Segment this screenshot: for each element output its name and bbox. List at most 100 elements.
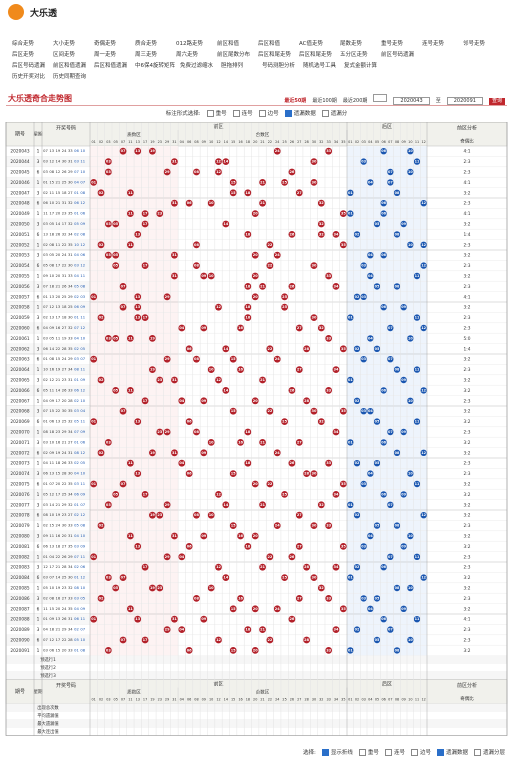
nav-link[interactable]: 后区号码遗漏 bbox=[12, 63, 46, 69]
back-ball-number: 07 bbox=[388, 430, 393, 434]
nav-link[interactable]: 后区走势 bbox=[12, 52, 35, 58]
to-input[interactable]: 2020091 bbox=[446, 97, 483, 105]
back-ball-number: 07 bbox=[388, 170, 393, 174]
nav-link[interactable]: 奇偶走势 bbox=[94, 41, 117, 47]
checkbox-label[interactable]: 重号 bbox=[367, 750, 379, 756]
column-label: 01 bbox=[92, 698, 96, 702]
nav-link[interactable]: 周三走势 bbox=[135, 52, 158, 58]
week: 1 bbox=[37, 430, 40, 436]
draw-number: 34 bbox=[68, 628, 73, 632]
recent-link[interactable]: 最近50期 bbox=[284, 98, 307, 104]
front-ball-number: 21 bbox=[260, 503, 265, 507]
select-box[interactable] bbox=[373, 94, 388, 102]
checkbox-label[interactable]: 显示折线 bbox=[330, 750, 353, 756]
nav-link[interactable]: 前区和值遗漏 bbox=[53, 63, 87, 69]
nav-link[interactable]: 质合走势 bbox=[135, 41, 158, 47]
draw-number-back: 05 bbox=[80, 347, 85, 351]
front-ball-number: 18 bbox=[245, 232, 250, 236]
nav-link[interactable]: 尾数走势 bbox=[340, 41, 363, 47]
checkbox[interactable] bbox=[473, 749, 481, 756]
checkbox-label[interactable]: 连号 bbox=[241, 111, 253, 117]
front-ball bbox=[237, 324, 244, 332]
nav-link[interactable]: 后区和值 bbox=[258, 41, 281, 47]
issue: 2020085 bbox=[10, 586, 29, 592]
week: 1 bbox=[37, 367, 40, 373]
back-ball bbox=[387, 168, 394, 176]
nav-link[interactable]: 前区号码遗漏 bbox=[381, 52, 415, 58]
nav-link[interactable]: 历史同期查询 bbox=[53, 74, 87, 80]
front-ball-number: 31 bbox=[172, 274, 177, 278]
front-ball-number: 12 bbox=[216, 565, 221, 569]
recent-link[interactable]: 最近200期 bbox=[342, 98, 368, 104]
checkbox-label[interactable]: 重号 bbox=[215, 111, 227, 117]
back-ball bbox=[393, 366, 401, 373]
front-ball bbox=[295, 366, 303, 373]
nav-link[interactable]: 复式金额计算 bbox=[344, 63, 378, 69]
odd-even: 2:3 bbox=[464, 170, 471, 176]
nav: 综合走势 大小走势 奇偶走势 质合走势 012路走势 前区和值 后区和值 AC值走势 尾数走势 重… bbox=[12, 30, 507, 80]
nav-link[interactable]: 重号走势 bbox=[381, 41, 404, 47]
nav-link[interactable]: 前区尾数分布 bbox=[217, 52, 251, 58]
front-ball-number: 04 bbox=[179, 628, 184, 632]
nav-link[interactable]: 号码测胆分析 bbox=[262, 63, 296, 69]
week: 6 bbox=[37, 419, 40, 425]
checkbox[interactable] bbox=[436, 749, 444, 756]
nav-link[interactable]: 综合走势 bbox=[12, 41, 35, 47]
checkbox[interactable] bbox=[206, 110, 214, 117]
front-ball-number: 27 bbox=[297, 326, 302, 330]
checkbox-label[interactable]: 遗漏数据 bbox=[445, 750, 468, 756]
checkbox[interactable] bbox=[258, 110, 266, 117]
front-ball-number: 29 bbox=[165, 295, 170, 299]
back-ball-number: 04 bbox=[368, 336, 373, 340]
front-ball-number: 24 bbox=[275, 451, 280, 455]
nav-link[interactable]: 周六走势 bbox=[176, 52, 199, 58]
query-button[interactable]: 查询 bbox=[488, 98, 505, 105]
draw-number: 16 bbox=[56, 440, 61, 444]
recent-link[interactable]: 最近100期 bbox=[312, 98, 337, 104]
nav-link[interactable]: 后区和尾走势 bbox=[299, 52, 333, 58]
checkbox-label[interactable]: 遗漏分层 bbox=[482, 750, 505, 756]
issue: 2020064 bbox=[10, 367, 29, 373]
nav-link[interactable]: 邻号走势 bbox=[463, 41, 486, 47]
checkbox[interactable] bbox=[284, 110, 292, 117]
nav-link[interactable]: 前区和值 bbox=[217, 41, 240, 47]
checkbox[interactable] bbox=[410, 749, 418, 756]
checkbox[interactable] bbox=[384, 749, 392, 756]
checkbox[interactable] bbox=[358, 749, 366, 756]
front-ball-number: 35 bbox=[341, 212, 346, 216]
from-input[interactable]: 2020043 bbox=[393, 97, 430, 105]
front-ball bbox=[200, 449, 208, 457]
checkbox-label[interactable]: 遗漏数据 bbox=[293, 111, 316, 117]
front-ball-number: 17 bbox=[143, 316, 148, 320]
checkbox[interactable] bbox=[232, 110, 240, 117]
nav-link[interactable]: 五分区走势 bbox=[340, 52, 368, 58]
nav-link[interactable]: 中6保4旋转矩阵 bbox=[135, 63, 175, 69]
nav-link[interactable]: 胆拖排列 bbox=[221, 63, 244, 69]
nav-link[interactable]: 周一走势 bbox=[94, 52, 117, 58]
nav-link[interactable]: 后区和尾走势 bbox=[258, 52, 292, 58]
nav-link[interactable]: 后区和值遗漏 bbox=[94, 63, 128, 69]
nav-link[interactable]: 012路走势 bbox=[176, 41, 203, 47]
nav-link[interactable]: 大小走势 bbox=[53, 41, 76, 47]
column-label: 24 bbox=[275, 140, 279, 144]
front-ball bbox=[119, 636, 127, 644]
nav-link[interactable]: AC值走势 bbox=[299, 41, 324, 47]
back-ball bbox=[353, 293, 361, 300]
nav-link[interactable]: 历史开奖对比 bbox=[12, 74, 46, 80]
checkbox-label[interactable]: 遗漏分 bbox=[330, 111, 348, 117]
checkbox-label[interactable]: 边号 bbox=[419, 750, 431, 756]
front-ball bbox=[185, 543, 193, 550]
checkbox-label[interactable]: 连号 bbox=[393, 750, 405, 756]
nav-link[interactable]: 区间走势 bbox=[53, 52, 76, 58]
nav-link[interactable]: 随机选号工具 bbox=[303, 63, 337, 69]
front-ball bbox=[215, 376, 222, 384]
draw-number: 03 bbox=[43, 503, 48, 507]
front-ball-number: 31 bbox=[172, 378, 177, 382]
front-ball bbox=[339, 407, 347, 415]
checkbox[interactable] bbox=[321, 749, 329, 756]
checkbox[interactable] bbox=[321, 110, 329, 117]
nav-link[interactable]: 免费过滤缩水 bbox=[180, 63, 214, 69]
draw-number: 18 bbox=[49, 430, 54, 434]
checkbox-label[interactable]: 边号 bbox=[267, 111, 279, 117]
nav-link[interactable]: 连号走势 bbox=[422, 41, 445, 47]
